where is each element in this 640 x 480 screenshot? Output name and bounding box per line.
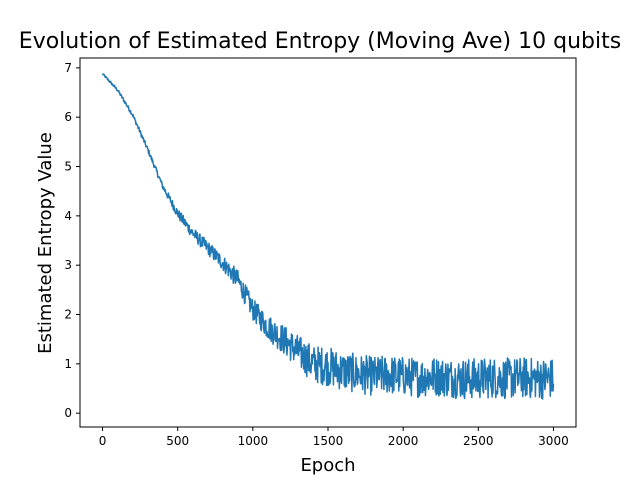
x-tick-label: 1500 (313, 434, 344, 448)
y-tick-label: 7 (64, 61, 72, 75)
x-tick-label: 2500 (463, 434, 494, 448)
y-tick-label: 6 (64, 110, 72, 124)
y-tick-label: 5 (64, 160, 72, 174)
x-tick-label: 3000 (538, 434, 569, 448)
x-tick-label: 2000 (388, 434, 419, 448)
y-tick-label: 0 (64, 406, 72, 420)
x-tick-label: 0 (99, 434, 107, 448)
x-axis-label: Epoch (300, 455, 355, 476)
y-tick-label: 2 (64, 308, 72, 322)
y-axis: 0 1 2 3 4 5 6 7 (64, 61, 80, 420)
series-line-0 (101, 73, 555, 400)
plot-area (101, 73, 555, 400)
y-tick-label: 3 (64, 258, 72, 272)
x-tick-label: 500 (166, 434, 189, 448)
x-tick-label: 1000 (238, 434, 269, 448)
chart-title: Evolution of Estimated Entropy (Moving A… (19, 29, 621, 54)
y-axis-label: Estimated Entropy Value (35, 132, 56, 354)
y-tick-label: 1 (64, 357, 72, 371)
x-axis: 0 500 1000 1500 2000 2500 3000 (99, 427, 569, 448)
y-tick-label: 4 (64, 209, 72, 223)
